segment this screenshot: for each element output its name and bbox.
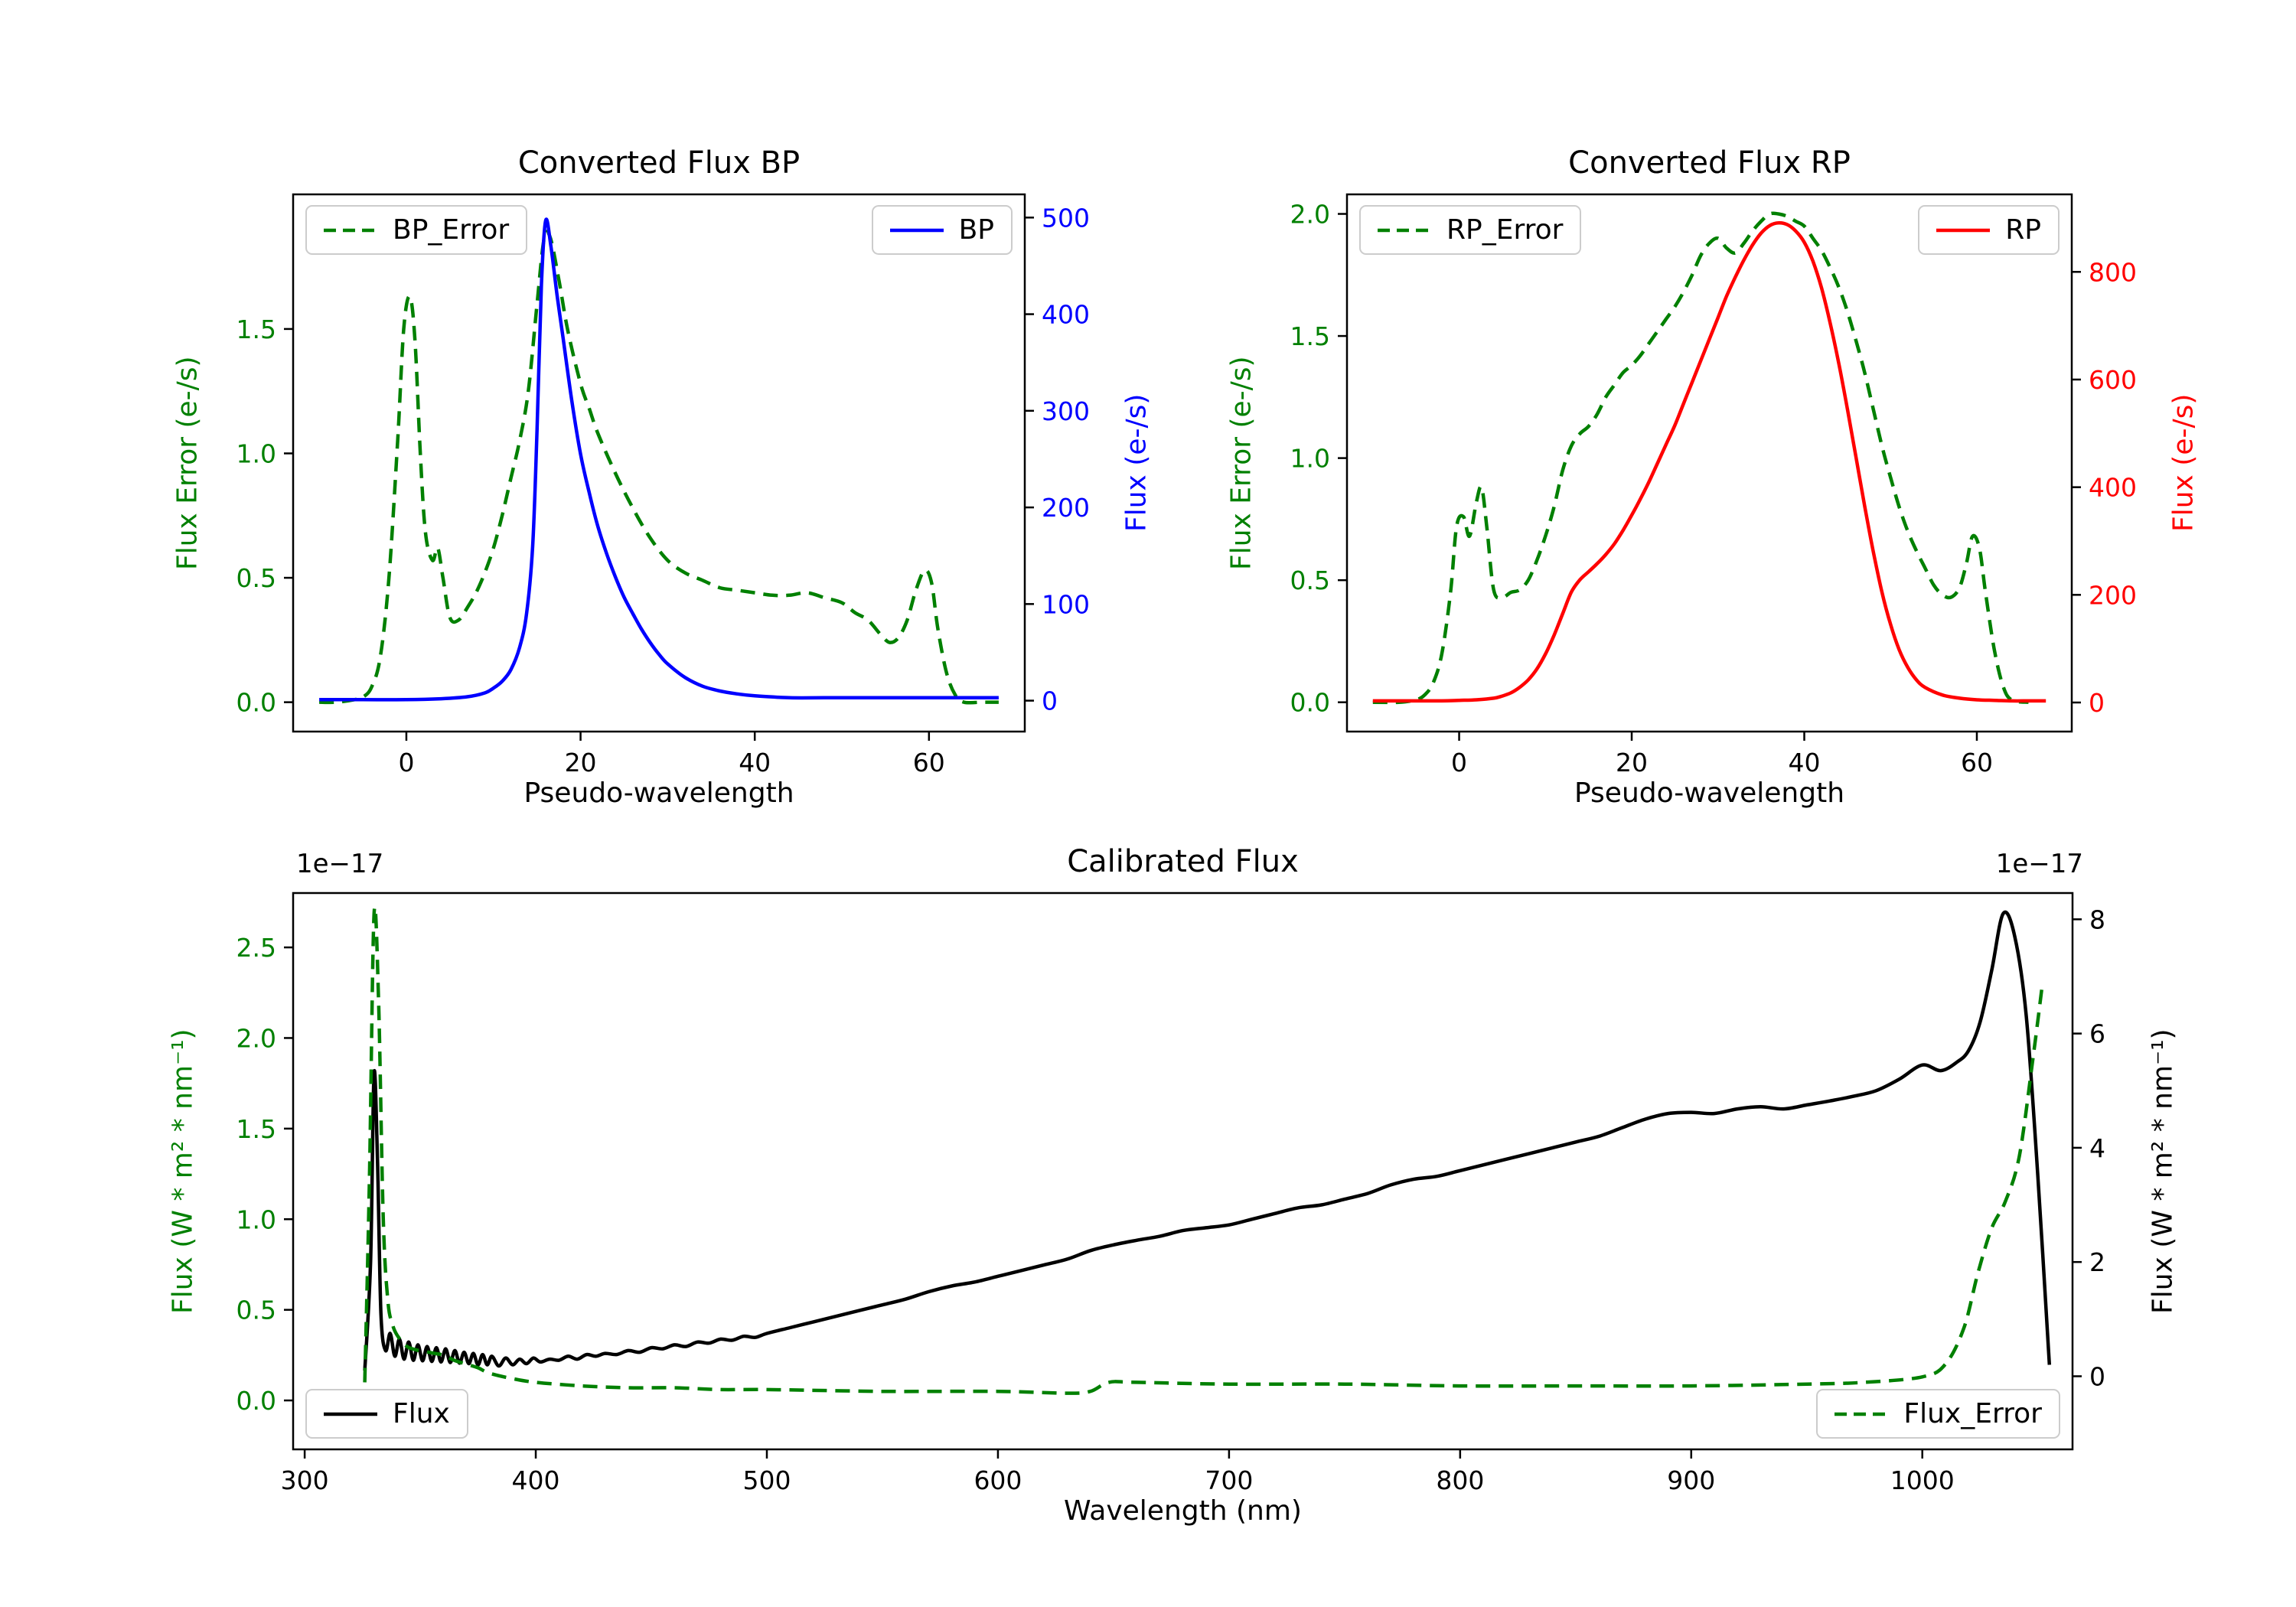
- legend-bp: BP: [871, 205, 1013, 255]
- legend-line-sample: [889, 228, 944, 232]
- x-tick-label: 60: [913, 748, 945, 777]
- x-tick-label: 20: [565, 748, 597, 777]
- right-tick-label: 500: [1042, 203, 1090, 233]
- x-tick-label: 700: [1205, 1465, 1253, 1495]
- x-tick-label: 300: [281, 1465, 329, 1495]
- legend-rp-error: RP_Error: [1359, 205, 1582, 255]
- x-axis-label-calibrated: Wavelength (nm): [1064, 1495, 1302, 1527]
- x-tick-label: 900: [1667, 1465, 1715, 1495]
- right-tick-label: 0: [1042, 686, 1058, 716]
- series-group: [363, 905, 2052, 1395]
- axes-spines: [1345, 193, 2073, 733]
- x-tick-label: 400: [512, 1465, 560, 1495]
- series-line-rp_error: [1372, 211, 2029, 705]
- axes-spines: [292, 892, 2074, 1451]
- left-tick-label: 1.0: [236, 1204, 276, 1234]
- series-line-bp: [319, 217, 999, 702]
- right-tick-label: 4: [2089, 1133, 2105, 1163]
- legend-line-sample: [324, 1412, 377, 1416]
- plot-area-calibrated: 300 400 500 600 700 800 900 1000 0.0 0.5 1.0 1.5 2.0…: [236, 892, 2105, 1495]
- subplot-converted-flux-bp: Converted Flux BP Flux Error (e-/s) Flux…: [172, 145, 1153, 809]
- legend-line-sample: [1835, 1412, 1889, 1416]
- right-tick-label: 0: [2089, 688, 2105, 718]
- series-line-bp_error: [319, 230, 999, 705]
- plot-area-rp: 0 20 40 60 0.0 0.5 1.0 1.5 2.0 0 200 400 600 800: [1290, 193, 2137, 777]
- legend-line-sample: [1936, 228, 1991, 232]
- legend-label: Flux: [393, 1398, 450, 1429]
- y-axis-label-left-rp: Flux Error (e-/s): [1225, 356, 1257, 570]
- x-tick-label: 0: [398, 748, 414, 777]
- left-tick-label: 2.0: [236, 1023, 276, 1053]
- x-tick-label: 600: [974, 1465, 1022, 1495]
- chart-title-bp: Converted Flux BP: [517, 145, 801, 181]
- plot-area-bp: 0 20 40 60 0.0 0.5 1.0 1.5 0 100 200 300 400 500: [236, 193, 1090, 777]
- left-tick-label: 0.5: [236, 1296, 276, 1325]
- x-tick-label: 500: [742, 1465, 791, 1495]
- left-tick-label: 0.5: [236, 563, 276, 593]
- x-tick-label: 20: [1616, 748, 1648, 777]
- x-tick-label: 60: [1961, 748, 1993, 777]
- right-tick-label: 6: [2089, 1019, 2105, 1049]
- right-tick-label: 2: [2089, 1247, 2105, 1277]
- y-axis-offset-right: 1e−17: [1995, 849, 2083, 879]
- y-axis-label-left-calibrated: Flux (W * m² * nm⁻¹): [167, 1028, 199, 1314]
- right-tick-label: 200: [2089, 580, 2137, 610]
- legend-label: RP_Error: [1446, 214, 1564, 246]
- left-tick-label: 0.0: [1290, 688, 1330, 718]
- left-tick-label: 1.0: [1290, 444, 1330, 474]
- y-axis-label-right-rp: Flux (e-/s): [2167, 393, 2200, 533]
- right-tick-label: 0: [2089, 1361, 2105, 1391]
- series-group: [319, 217, 999, 705]
- x-tick-label: 1000: [1890, 1465, 1955, 1495]
- x-tick-label: 40: [1789, 748, 1821, 777]
- left-tick-label: 0.0: [236, 688, 276, 718]
- x-tick-label: 800: [1436, 1465, 1484, 1495]
- y-axis-label-left-bp: Flux Error (e-/s): [171, 356, 204, 570]
- left-tick-label: 2.5: [236, 933, 276, 963]
- x-tick-label: 0: [1451, 748, 1467, 777]
- series-group: [1372, 211, 2047, 705]
- legend-bp-error: BP_Error: [305, 205, 528, 255]
- series-line-flux: [363, 910, 2052, 1371]
- legend-label: Flux_Error: [1903, 1398, 2042, 1429]
- left-tick-label: 0.5: [1290, 566, 1330, 595]
- y-axis-label-right-calibrated: Flux (W * m² * nm⁻¹): [2147, 1028, 2179, 1314]
- right-tick-label: 600: [2089, 365, 2137, 395]
- right-tick-label: 8: [2089, 905, 2105, 934]
- left-tick-label: 1.5: [236, 315, 276, 344]
- chart-title-calibrated: Calibrated Flux: [1067, 844, 1299, 879]
- left-tick-label: 0.0: [236, 1386, 276, 1416]
- legend-flux-error: Flux_Error: [1816, 1389, 2060, 1439]
- left-tick-label: 1.5: [236, 1114, 276, 1144]
- right-tick-label: 400: [1042, 300, 1090, 330]
- legend-flux: Flux: [305, 1389, 468, 1439]
- x-tick-label: 40: [739, 748, 771, 777]
- x-axis-label-bp: Pseudo-wavelength: [523, 777, 794, 809]
- legend-line-sample: [324, 228, 377, 232]
- legend-rp: RP: [1918, 205, 2060, 255]
- y-axis-offset-left: 1e−17: [296, 849, 384, 879]
- axes-spines: [292, 193, 1026, 733]
- right-tick-label: 200: [1042, 493, 1090, 523]
- chart-title-rp: Converted Flux RP: [1568, 145, 1851, 181]
- x-axis-label-rp: Pseudo-wavelength: [1574, 777, 1845, 809]
- right-tick-label: 400: [2089, 473, 2137, 503]
- left-tick-label: 1.0: [236, 438, 276, 468]
- right-tick-label: 800: [2089, 257, 2137, 287]
- left-tick-label: 2.0: [1290, 200, 1330, 230]
- right-tick-label: 300: [1042, 396, 1090, 426]
- left-tick-label: 1.5: [1290, 321, 1330, 351]
- right-tick-label: 100: [1042, 589, 1090, 619]
- legend-label: BP_Error: [393, 214, 510, 246]
- series-line-flux_error: [363, 905, 2044, 1395]
- legend-label: RP: [2005, 214, 2041, 246]
- y-axis-label-right-bp: Flux (e-/s): [1120, 393, 1153, 533]
- legend-line-sample: [1378, 228, 1431, 232]
- subplot-calibrated-flux: Calibrated Flux 1e−17 1e−17 Flux (W * m²…: [168, 844, 2179, 1527]
- series-line-rp: [1372, 220, 2047, 703]
- subplot-converted-flux-rp: Converted Flux RP Flux Error (e-/s) Flux…: [1226, 145, 2200, 809]
- legend-label: BP: [958, 214, 994, 246]
